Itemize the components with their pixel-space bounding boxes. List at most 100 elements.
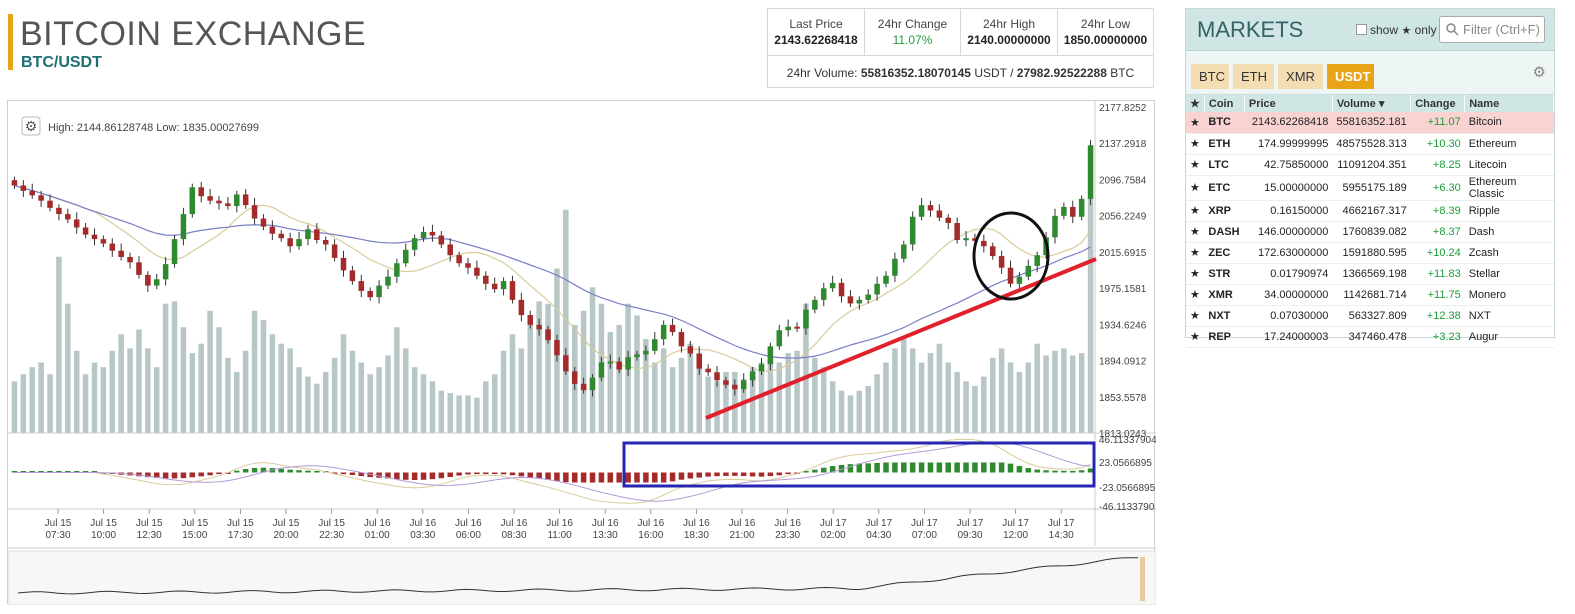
candle-body	[696, 353, 702, 369]
macd-histogram-bar	[251, 467, 258, 473]
col-volume[interactable]: Volume ▾	[1332, 95, 1412, 112]
stat-low: 24hr Low 1850.00000000	[1058, 9, 1154, 55]
cell-coin: LTC	[1204, 154, 1245, 176]
candle-body	[732, 384, 738, 390]
time-tick-date: Jul 16	[774, 518, 801, 529]
checkbox[interactable]	[1356, 24, 1367, 35]
price-chart[interactable]: 2177.8252 2137.2918 2096.7584 2056.2249 2015…	[7, 100, 1157, 606]
cell-volume: 4662167.317	[1332, 200, 1411, 222]
stat-label: 24hr High	[982, 17, 1036, 31]
pair-label: BTC/USDT	[21, 54, 102, 71]
candle-body	[936, 210, 943, 218]
tab-usdt[interactable]: USDT	[1327, 64, 1374, 89]
overview-navigator[interactable]	[7, 550, 1157, 606]
table-row[interactable]: ★ DASH 146.00000000 1760839.082 +8.37 Dash	[1186, 221, 1554, 243]
candle-body	[812, 299, 818, 310]
cell-change: +11.75	[1410, 284, 1465, 306]
table-row[interactable]: ★ ETC 15.00000000 5955175.189 +6.30 Ethereum …	[1186, 175, 1554, 201]
volume-bar	[376, 367, 382, 433]
table-row[interactable]: ★ LTC 42.75850000 11091204.351 +8.25 Litecoin	[1186, 154, 1554, 176]
star-icon: ★	[1186, 175, 1205, 201]
macd-histogram-bar	[145, 472, 151, 478]
candle-body	[963, 238, 969, 241]
cell-coin: ETH	[1204, 133, 1245, 155]
volume-bar	[483, 381, 489, 433]
volume-bar	[945, 362, 952, 433]
macd-histogram-bar	[403, 472, 409, 480]
gear-icon[interactable]: ⚙	[25, 118, 38, 134]
table-row[interactable]: ★ NXT 0.07030000 563327.809 +12.38 NXT	[1186, 305, 1554, 327]
col-price[interactable]: Price	[1244, 95, 1333, 112]
cell-name: Ripple	[1464, 200, 1554, 222]
time-tick-date: Jul 17	[1002, 518, 1029, 529]
volume-bar	[225, 357, 231, 433]
volume-bar	[527, 324, 534, 433]
markets-title: MARKETS	[1197, 17, 1304, 42]
volume-bar	[820, 367, 827, 433]
show-starred-toggle[interactable]: show ★ only	[1356, 23, 1437, 37]
gear-icon[interactable]: ⚙	[1532, 64, 1546, 81]
volume-bar	[447, 393, 453, 433]
macd-histogram-bar	[705, 472, 711, 477]
table-row[interactable]: ★ ETH 174.99999995 48575528.313 +10.30 Ethere…	[1186, 133, 1554, 155]
col-name[interactable]: Name	[1464, 95, 1554, 112]
table-row[interactable]: ★ XMR 34.00000000 1142681.714 +11.75 Monero	[1186, 284, 1554, 306]
volume-bar	[927, 353, 934, 433]
volume-bar	[11, 381, 18, 433]
volume-bar	[518, 348, 525, 433]
candle-body	[429, 231, 436, 236]
macd-histogram-bar	[367, 472, 373, 478]
candle-body	[91, 234, 98, 240]
page-title: BITCOIN EXCHANGE	[20, 15, 367, 53]
macd-histogram-bar	[892, 462, 898, 473]
candle-body	[349, 270, 356, 282]
macd-histogram-bar	[465, 472, 471, 475]
macd-histogram-bar	[314, 471, 320, 473]
cell-name: Augur	[1464, 326, 1554, 348]
volume-bar	[29, 367, 35, 433]
col-change[interactable]: Change	[1410, 95, 1466, 112]
tab-xmr[interactable]: XMR	[1278, 64, 1323, 89]
markets-panel: MARKETS show ★ only Filter (Ctrl+F) BTC …	[1185, 8, 1555, 348]
star-icon: ★	[1186, 305, 1205, 327]
time-tick-date: Jul 15	[273, 518, 300, 529]
col-coin[interactable]: Coin	[1204, 95, 1245, 112]
candle-body	[705, 368, 711, 373]
macd-histogram-bar	[438, 472, 445, 479]
table-row[interactable]: ★ XRP 0.16150000 4662167.317 +8.39 Ripple	[1186, 200, 1554, 222]
macd-histogram-bar	[349, 472, 356, 476]
volume-bar	[847, 395, 854, 433]
table-row[interactable]: ★ STR 0.01790974 1366569.198 +11.83 Stellar	[1186, 263, 1554, 285]
macd-histogram-bar	[296, 470, 302, 473]
filter-input[interactable]: Filter (Ctrl+F)	[1439, 16, 1545, 43]
table-row[interactable]: ★ ZEC 172.63000000 1591880.595 +10.24 Zcash	[1186, 242, 1554, 264]
macd-histogram-bar	[607, 472, 614, 483]
macd-histogram-bar	[11, 471, 18, 473]
show-label: show	[1370, 23, 1399, 37]
volume-bar	[785, 353, 791, 433]
cell-name: Ethereum	[1464, 133, 1554, 155]
table-row[interactable]: ★ BTC 2143.62268418 55816352.181 +11.07 Bitco…	[1186, 112, 1554, 134]
chart-canvas[interactable]: 2177.8252 2137.2918 2096.7584 2056.2249 2015…	[7, 101, 1157, 606]
macd-histogram-bar	[1043, 470, 1049, 473]
macd-histogram-bar	[100, 472, 107, 474]
tab-eth[interactable]: ETH	[1233, 64, 1274, 89]
star-icon: ★	[1186, 200, 1205, 222]
price-tick-label: 2015.6915	[1099, 248, 1147, 259]
volume-bar	[1078, 353, 1085, 433]
chart-settings-button[interactable]: ⚙	[21, 116, 41, 136]
candle-body	[527, 315, 534, 325]
circle-annotation	[972, 211, 1050, 301]
candle-body	[358, 281, 365, 291]
volume-bar	[198, 343, 204, 433]
table-row[interactable]: ★ REP 17.24000003 347460.478 +3.23 Augur	[1186, 326, 1554, 348]
tab-btc[interactable]: BTC	[1191, 64, 1229, 89]
volume-bar	[91, 362, 98, 433]
candle-body	[287, 238, 293, 247]
volume-bar	[892, 348, 898, 433]
candle-body	[394, 263, 400, 277]
macd-histogram-bar	[1016, 466, 1023, 473]
volume-bar	[794, 350, 800, 433]
volume-bar	[643, 339, 649, 433]
candle-body	[554, 340, 560, 356]
